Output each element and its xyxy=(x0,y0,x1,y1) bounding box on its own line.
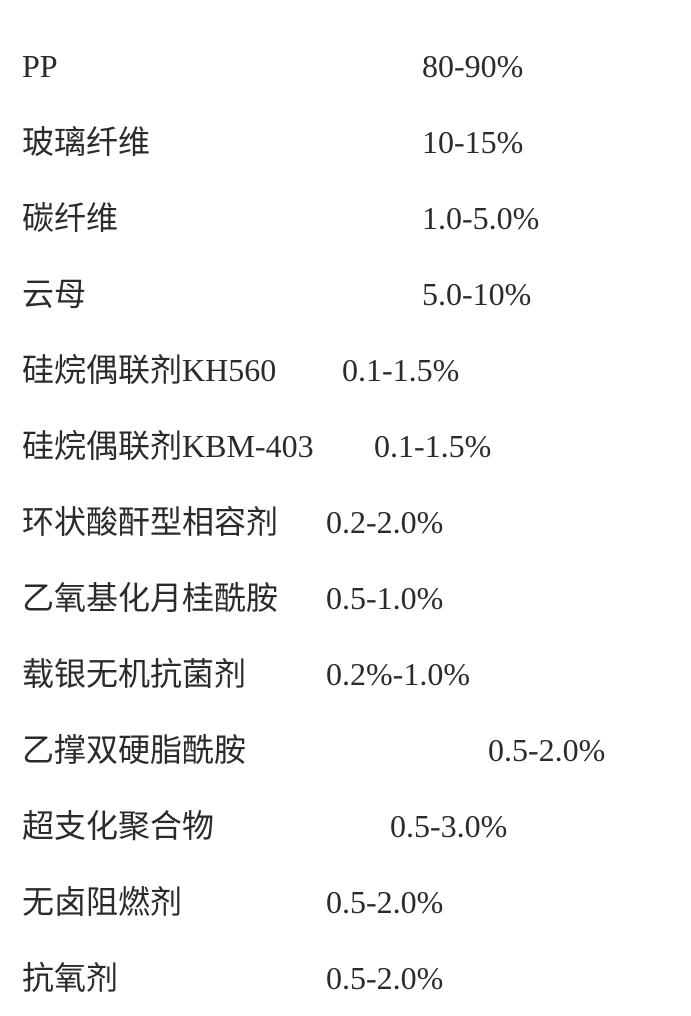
row-label: PP xyxy=(22,28,58,104)
list-row: 载银无机抗菌剂 0.2%-1.0% xyxy=(22,636,691,712)
row-value: 10-15% xyxy=(422,104,523,180)
list-row: 碳纤维 1.0-5.0% xyxy=(22,180,691,256)
list-row: PP 80-90% xyxy=(22,28,691,104)
row-value: 0.5-2.0% xyxy=(488,712,605,788)
row-label: 抗氧剂 xyxy=(22,940,118,1016)
row-label: 载银无机抗菌剂 xyxy=(22,636,246,712)
row-label: 乙撑双硬脂酰胺 xyxy=(22,712,246,788)
row-value: 0.2%-1.0% xyxy=(326,636,470,712)
list-row: 抗氧剂 0.5-2.0% xyxy=(22,940,691,1016)
row-value: 0.2-2.0% xyxy=(326,484,443,560)
list-row: 硅烷偶联剂KBM-403 0.1-1.5% xyxy=(22,408,691,484)
list-row: 乙撑双硬脂酰胺 0.5-2.0% xyxy=(22,712,691,788)
row-value: 0.5-2.0% xyxy=(326,864,443,940)
row-value: 5.0-10% xyxy=(422,256,531,332)
row-label: 超支化聚合物 xyxy=(22,788,214,864)
row-label: 云母 xyxy=(22,256,86,332)
list-row: 无卤阻燃剂 0.5-2.0% xyxy=(22,864,691,940)
row-label: 硅烷偶联剂KH560 xyxy=(22,332,276,408)
composition-list: PP 80-90% 玻璃纤维 10-15% 碳纤维 1.0-5.0% 云母 5.… xyxy=(0,0,691,1016)
list-row: 云母 5.0-10% xyxy=(22,256,691,332)
row-value: 0.5-2.0% xyxy=(326,940,443,1016)
row-label: 无卤阻燃剂 xyxy=(22,864,182,940)
row-value: 0.5-1.0% xyxy=(326,560,443,636)
row-value: 1.0-5.0% xyxy=(422,180,539,256)
row-label: 玻璃纤维 xyxy=(22,104,150,180)
row-value: 0.5-3.0% xyxy=(390,788,507,864)
row-label: 碳纤维 xyxy=(22,180,118,256)
row-value: 80-90% xyxy=(422,28,523,104)
row-label: 乙氧基化月桂酰胺 xyxy=(22,560,278,636)
list-row: 超支化聚合物 0.5-3.0% xyxy=(22,788,691,864)
list-row: 玻璃纤维 10-15% xyxy=(22,104,691,180)
row-value: 0.1-1.5% xyxy=(374,408,491,484)
row-label: 硅烷偶联剂KBM-403 xyxy=(22,408,314,484)
list-row: 硅烷偶联剂KH560 0.1-1.5% xyxy=(22,332,691,408)
list-row: 乙氧基化月桂酰胺 0.5-1.0% xyxy=(22,560,691,636)
row-label: 环状酸酐型相容剂 xyxy=(22,484,278,560)
list-row: 环状酸酐型相容剂 0.2-2.0% xyxy=(22,484,691,560)
row-value: 0.1-1.5% xyxy=(342,332,459,408)
